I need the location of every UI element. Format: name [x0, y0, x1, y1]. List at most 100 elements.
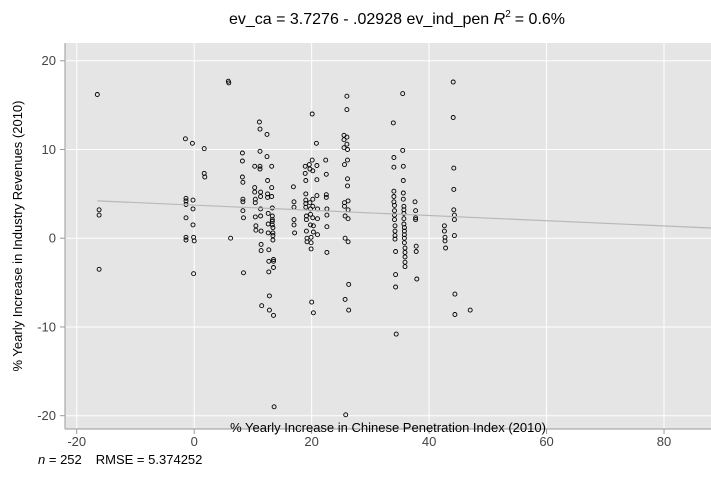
data-point — [450, 79, 456, 85]
data-point — [269, 185, 275, 191]
data-point — [392, 236, 398, 242]
fit-summary: n = 252 RMSE = 5.374252 — [38, 452, 202, 467]
data-point — [344, 134, 350, 140]
data-point — [345, 239, 351, 245]
data-point — [96, 266, 102, 272]
data-point — [240, 179, 246, 185]
data-point — [239, 174, 245, 180]
data-point — [413, 217, 419, 223]
data-point — [302, 163, 308, 169]
data-point — [310, 215, 316, 221]
data-point — [265, 210, 271, 216]
data-point — [226, 80, 232, 86]
chart-title: ev_ca = 3.7276 - .02928 ev_ind_pen R2 = 0… — [229, 9, 565, 28]
data-point — [451, 233, 457, 239]
data-point — [266, 258, 272, 264]
data-point — [315, 232, 320, 238]
data-point — [392, 223, 398, 229]
data-point — [191, 238, 197, 244]
data-point — [467, 307, 473, 313]
data-point — [271, 258, 276, 264]
y-tick-label: 20 — [42, 53, 56, 68]
data-point — [303, 204, 309, 210]
data-point — [183, 237, 189, 243]
fit-line — [97, 200, 711, 229]
data-point — [324, 224, 330, 230]
data-point — [324, 249, 330, 255]
data-point — [190, 222, 196, 228]
data-point — [400, 190, 406, 196]
data-point — [269, 217, 275, 223]
data-point — [308, 234, 314, 240]
rmse-label: RMSE = — [95, 452, 145, 467]
data-point — [400, 163, 406, 169]
data-point — [391, 155, 397, 160]
data-point — [392, 233, 398, 239]
data-point — [266, 293, 272, 299]
data-point — [202, 174, 208, 180]
data-point — [400, 196, 406, 202]
data-point — [401, 235, 407, 241]
data-point — [392, 212, 397, 218]
data-point — [191, 271, 197, 277]
data-point — [253, 227, 259, 233]
data-point — [183, 195, 189, 201]
data-point — [303, 217, 309, 223]
x-tick-label: -20 — [67, 434, 86, 449]
data-point — [201, 146, 207, 152]
data-point — [401, 210, 407, 216]
data-point — [393, 284, 399, 290]
data-point — [264, 131, 270, 137]
data-point — [258, 206, 264, 212]
data-point — [271, 312, 276, 318]
n-value: = 252 — [48, 452, 82, 467]
data-point — [252, 200, 258, 206]
data-point — [94, 92, 100, 97]
data-point — [345, 147, 350, 152]
data-point — [240, 199, 246, 205]
data-point — [228, 235, 234, 241]
y-axis-label: % Yearly Increase in Industry Revenues (… — [10, 101, 25, 372]
data-point — [252, 185, 258, 191]
data-point — [309, 111, 315, 117]
y-tick-label: -10 — [37, 319, 56, 334]
data-point — [270, 225, 276, 231]
data-point — [256, 119, 262, 125]
data-point — [265, 230, 271, 236]
data-point — [314, 177, 320, 183]
data-point — [266, 269, 272, 275]
data-point — [314, 163, 320, 168]
data-point — [443, 245, 449, 251]
data-point — [291, 199, 297, 205]
x-tick-label: 0 — [191, 434, 198, 449]
data-point — [310, 223, 316, 229]
data-point — [391, 164, 397, 170]
data-point — [266, 247, 272, 253]
data-point — [271, 265, 276, 270]
data-point — [392, 217, 397, 223]
data-point — [292, 230, 298, 236]
data-point — [400, 178, 406, 183]
data-point — [323, 171, 329, 177]
data-point — [315, 216, 320, 222]
plot-area — [65, 43, 711, 429]
data-point — [309, 299, 315, 305]
x-tick-label: 80 — [657, 434, 671, 449]
data-point — [302, 170, 308, 176]
gridlines — [65, 43, 711, 429]
data-point — [402, 264, 408, 270]
data-point — [240, 196, 246, 202]
data-point — [258, 241, 264, 247]
data-point — [258, 194, 264, 199]
data-point — [342, 203, 347, 209]
data-point — [310, 203, 316, 209]
data-point — [252, 214, 258, 220]
data-point — [345, 183, 350, 189]
data-point — [269, 218, 275, 224]
y-tick-labels: -20 -10 0 10 20 — [37, 53, 56, 423]
data-point — [290, 184, 296, 190]
data-point — [413, 243, 419, 249]
data-point — [451, 165, 457, 171]
data-point — [442, 238, 448, 244]
